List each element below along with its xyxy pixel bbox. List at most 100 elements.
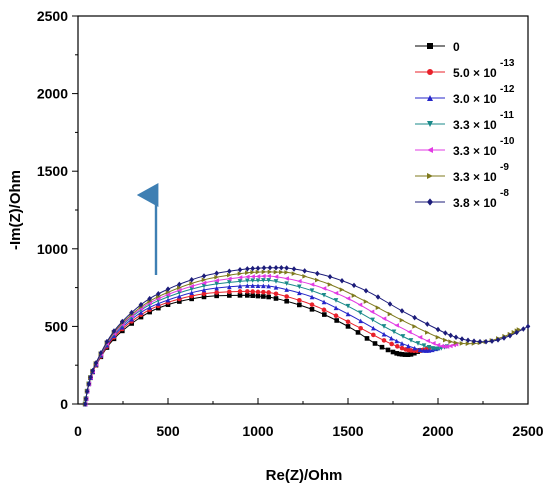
data-point (453, 340, 459, 345)
data-point (237, 266, 243, 273)
data-point (345, 303, 351, 309)
data-point (273, 279, 279, 284)
y-tick-label: 500 (45, 318, 69, 334)
x-tick-label: 500 (156, 423, 180, 439)
data-point (345, 311, 351, 317)
data-point (245, 270, 250, 276)
data-point (237, 279, 243, 284)
data-point (425, 321, 430, 327)
data-point (339, 287, 345, 292)
data-point (345, 319, 351, 325)
data-point (327, 282, 333, 287)
data-point (483, 338, 489, 345)
data-point (250, 293, 255, 298)
data-point (389, 335, 394, 341)
data-point (351, 282, 357, 289)
data-point (407, 329, 412, 335)
legend-label: 3.3 × 10 (453, 170, 497, 184)
data-point (315, 277, 320, 283)
data-point (93, 360, 99, 366)
x-tick-label: 0 (74, 423, 82, 439)
data-point (266, 283, 271, 289)
data-point (322, 312, 327, 317)
data-point (394, 338, 399, 344)
data-point (406, 343, 411, 349)
data-point (327, 273, 333, 280)
y-tick-label: 1500 (37, 163, 68, 179)
data-point (315, 270, 320, 277)
data-point (399, 308, 405, 314)
data-point (245, 289, 250, 294)
data-point (237, 271, 243, 276)
data-point (417, 347, 423, 352)
data-point (273, 274, 279, 280)
data-point (435, 326, 441, 333)
data-point (120, 318, 125, 325)
data-point (245, 274, 250, 280)
series-1 (82, 289, 432, 407)
legend: 05.0 × 10-133.0 × 10-123.3 × 10-113.3 × … (415, 40, 515, 210)
legend-label-exponent: -11 (500, 110, 514, 121)
data-point (516, 327, 522, 332)
data-point (302, 268, 307, 274)
data-point (261, 273, 266, 279)
series-line (84, 285, 439, 405)
y-tick-label: 1000 (37, 241, 68, 257)
data-point (214, 274, 219, 280)
data-point (245, 283, 250, 288)
data-point (514, 329, 519, 336)
data-point (214, 270, 219, 276)
data-point (291, 266, 297, 272)
y-tick-label: 2500 (37, 8, 68, 24)
data-point (435, 342, 441, 348)
legend-item-6: 3.8 × 10-8 (415, 188, 509, 210)
data-point (333, 313, 339, 319)
data-point (309, 294, 315, 300)
data-point (267, 269, 273, 275)
data-point (227, 289, 232, 295)
data-point (465, 337, 471, 344)
data-point (511, 330, 517, 335)
data-point (417, 334, 423, 340)
legend-item-4: 3.3 × 10-10 (415, 136, 515, 158)
legend-item-3: 3.3 × 10-11 (415, 110, 514, 132)
data-point (214, 278, 219, 283)
data-point (375, 294, 381, 300)
data-point (375, 305, 381, 311)
data-point (389, 341, 394, 347)
data-point (358, 318, 363, 324)
data-point (165, 297, 171, 303)
data-point (214, 285, 219, 291)
data-point (309, 302, 315, 307)
data-point (425, 330, 430, 335)
data-point (431, 340, 436, 346)
data-point (237, 293, 243, 298)
legend-marker (427, 173, 433, 179)
data-point (459, 336, 465, 342)
data-point (321, 307, 327, 313)
data-point (371, 325, 376, 331)
data-point (177, 281, 182, 288)
data-point (250, 278, 255, 283)
data-point (297, 284, 302, 290)
data-point (189, 281, 194, 286)
legend-label-exponent: -8 (500, 188, 509, 199)
legend-label: 5.0 × 10 (453, 66, 497, 80)
x-tick-label: 2500 (512, 423, 543, 439)
legend-marker (427, 69, 433, 75)
data-point (255, 283, 261, 289)
axes: 0 500 1000 1500 2000 2500 0 500 1000 1500 2000 2500 (37, 8, 544, 439)
data-point (309, 307, 315, 312)
data-point (390, 349, 396, 355)
legend-label: 0 (453, 40, 460, 54)
data-point (156, 294, 161, 299)
data-point (214, 281, 219, 287)
y-tick-label: 2000 (37, 86, 68, 102)
data-point (297, 302, 302, 308)
data-point (201, 291, 207, 297)
legend-label: 3.3 × 10 (453, 144, 497, 158)
data-point (369, 309, 375, 315)
data-point (82, 401, 88, 407)
data-point (261, 269, 267, 275)
data-point (426, 348, 432, 353)
